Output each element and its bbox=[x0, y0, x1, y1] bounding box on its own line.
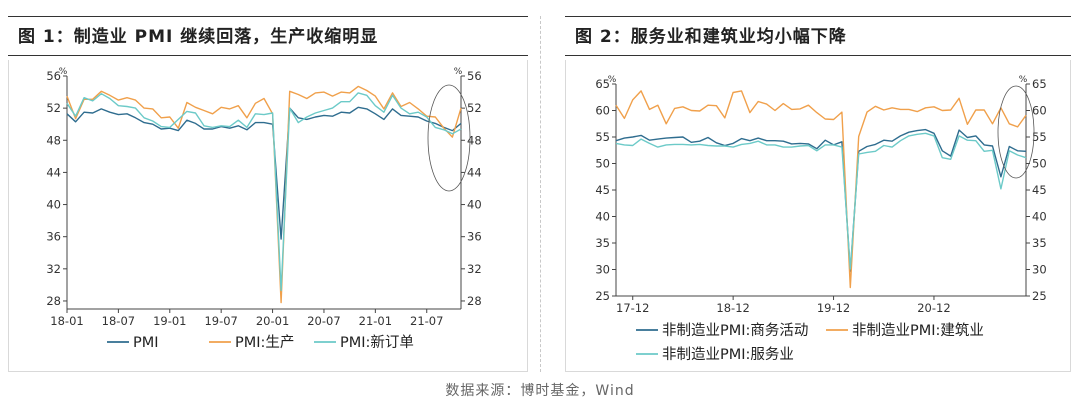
series-line-pmi bbox=[66, 106, 462, 240]
legend-label-非制造业pmi-服务业: 非制造业PMI:服务业 bbox=[662, 346, 794, 363]
chart-panel-pmi: 图 1：制造业 PMI 继续回落，生产收缩明显 28 28 32 32 36 36 40 40… bbox=[8, 16, 528, 372]
y-tick-label-left: 45 bbox=[595, 183, 610, 197]
y-tick-label-right: 32 bbox=[467, 262, 482, 276]
y-tick-label-left: 55 bbox=[595, 130, 610, 144]
panel-separator bbox=[540, 16, 541, 372]
y-tick-label-right: 50 bbox=[1032, 157, 1047, 171]
y-tick-label-left: 65 bbox=[595, 77, 610, 91]
y-tick-label-right: 40 bbox=[467, 198, 482, 212]
series-line-非制造业pmi-服务业 bbox=[615, 132, 1027, 270]
y-tick-label-right: 40 bbox=[1032, 210, 1047, 224]
y-tick-label-left: 32 bbox=[46, 262, 61, 276]
x-tick-label: 20-07 bbox=[307, 314, 340, 328]
y-tick-label-left: 40 bbox=[595, 210, 610, 224]
y-tick-label-right: 55 bbox=[1032, 130, 1047, 144]
y-tick-label-right: 25 bbox=[1032, 289, 1047, 303]
series-line-非制造业pmi-商务活动 bbox=[615, 128, 1027, 273]
chart-frame-pmi: 28 28 32 32 36 36 40 40 44 44 48 48 52 52 56 56%% 18-01 1… bbox=[8, 60, 528, 372]
y-tick-label-left: 36 bbox=[46, 230, 61, 244]
x-tick-label: 21-07 bbox=[410, 314, 443, 328]
y-tick-label-left: 56 bbox=[46, 69, 61, 83]
y-tick-label-left: 30 bbox=[595, 263, 610, 277]
y-tick-label-right: 45 bbox=[1032, 183, 1047, 197]
legend-label-pmi-生产: PMI:生产 bbox=[235, 334, 294, 351]
x-tick-label: 19-07 bbox=[204, 314, 237, 328]
highlight-ellipse bbox=[997, 85, 1035, 179]
y-tick-label-left: 28 bbox=[46, 294, 61, 308]
y-tick-label-left: 52 bbox=[46, 101, 61, 115]
x-tick-label: 21-01 bbox=[359, 314, 392, 328]
x-tick-label: 17-12 bbox=[616, 301, 649, 315]
x-tick-label: 20-12 bbox=[917, 301, 950, 315]
y-tick-label-left: 25 bbox=[595, 289, 610, 303]
x-tick-label: 18-01 bbox=[50, 314, 83, 328]
series-line-非制造业pmi-建筑业 bbox=[615, 90, 1027, 289]
x-tick-label: 18-07 bbox=[102, 314, 135, 328]
y-tick-label-right: 65 bbox=[1032, 77, 1047, 91]
x-tick-label: 18-12 bbox=[716, 301, 749, 315]
x-tick-label: 20-01 bbox=[256, 314, 289, 328]
y-tick-label-left: 50 bbox=[595, 157, 610, 171]
series-line-pmi-新订单 bbox=[66, 92, 462, 292]
y-tick-label-right: 30 bbox=[1032, 263, 1047, 277]
y-tick-label-right: 48 bbox=[467, 133, 482, 147]
chart-panel-nonmfg: 图 2：服务业和建筑业均小幅下降 25 25 30 30 35 35 40 40 45 45 50 5… bbox=[565, 16, 1071, 372]
legend-label-pmi: PMI bbox=[133, 335, 159, 351]
highlight-ellipse bbox=[427, 84, 471, 192]
y-tick-label-right: 60 bbox=[1032, 104, 1047, 118]
legend-label-非制造业pmi-商务活动: 非制造业PMI:商务活动 bbox=[662, 322, 808, 339]
legend-label-pmi-新订单: PMI:新订单 bbox=[340, 334, 414, 351]
chart-svg-pmi: 28 28 32 32 36 36 40 40 44 44 48 48 52 52 56 56% % 18-01 1… bbox=[46, 67, 482, 351]
y-tick-label-left: 44 bbox=[46, 165, 61, 179]
chart-svg-nonmfg: 25 25 30 30 35 35 40 40 45 45 50 50 55 55 60 60 65 65% % 17… bbox=[595, 75, 1047, 363]
y-tick-label-left: 48 bbox=[46, 133, 61, 147]
unit-label-right: % bbox=[454, 67, 463, 77]
series-line-pmi-生产 bbox=[66, 85, 462, 304]
y-tick-label-right: 52 bbox=[467, 101, 482, 115]
y-tick-label-right: 35 bbox=[1032, 236, 1047, 250]
unit-label-left: % bbox=[608, 75, 617, 85]
x-tick-label: 19-12 bbox=[817, 301, 850, 315]
chart-title-pmi: 图 1：制造业 PMI 继续回落，生产收缩明显 bbox=[8, 16, 528, 56]
unit-label-right: % bbox=[1019, 75, 1028, 85]
y-tick-label-left: 35 bbox=[595, 236, 610, 250]
y-tick-label-right: 36 bbox=[467, 230, 482, 244]
legend-label-非制造业pmi-建筑业: 非制造业PMI:建筑业 bbox=[852, 322, 984, 339]
chart-title-nonmfg: 图 2：服务业和建筑业均小幅下降 bbox=[565, 16, 1071, 56]
y-tick-label-left: 40 bbox=[46, 198, 61, 212]
chart-frame-nonmfg: 25 25 30 30 35 35 40 40 45 45 50 50 55 55 60 60 65 65%% 17… bbox=[565, 60, 1071, 372]
y-tick-label-left: 60 bbox=[595, 104, 610, 118]
y-tick-label-right: 44 bbox=[467, 165, 482, 179]
unit-label-left: % bbox=[59, 67, 68, 77]
data-source-note: 数据来源：博时基金，Wind bbox=[445, 383, 635, 399]
x-tick-label: 19-01 bbox=[153, 314, 186, 328]
y-tick-label-right: 28 bbox=[467, 294, 482, 308]
y-tick-label-right: 56 bbox=[467, 69, 482, 83]
